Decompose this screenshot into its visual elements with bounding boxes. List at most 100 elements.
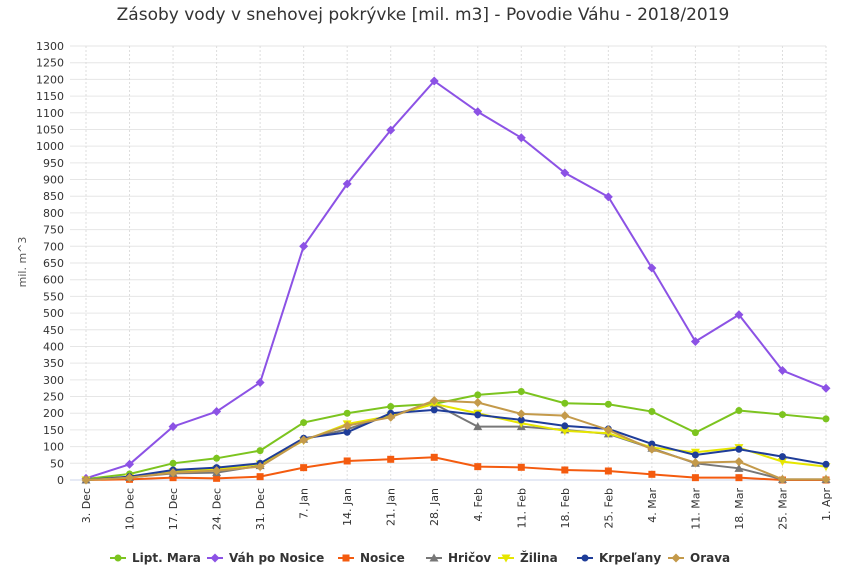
- legend-marker: [210, 553, 220, 563]
- data-point[interactable]: [256, 447, 264, 455]
- data-point[interactable]: [603, 425, 613, 435]
- data-point[interactable]: [517, 463, 525, 471]
- data-point[interactable]: [777, 458, 787, 467]
- data-point[interactable]: [429, 76, 439, 86]
- data-point[interactable]: [604, 467, 612, 475]
- legend-label: Orava: [690, 551, 730, 565]
- x-tick-label: 14. Jan: [341, 488, 354, 526]
- data-point[interactable]: [734, 463, 744, 472]
- data-point[interactable]: [125, 459, 135, 469]
- data-point[interactable]: [603, 192, 613, 202]
- data-point[interactable]: [734, 457, 744, 467]
- data-point[interactable]: [821, 474, 831, 484]
- data-point[interactable]: [648, 440, 656, 448]
- data-point[interactable]: [691, 429, 699, 437]
- legend: Lipt. Mara Váh po Nosice Nosice Hričov Žilin…: [110, 550, 730, 565]
- data-point[interactable]: [169, 459, 177, 467]
- data-point[interactable]: [299, 241, 309, 251]
- data-point[interactable]: [777, 365, 787, 375]
- data-point[interactable]: [212, 466, 222, 476]
- data-point[interactable]: [473, 398, 483, 408]
- data-point[interactable]: [473, 422, 483, 431]
- x-tick-label: 10. Dec: [124, 488, 137, 530]
- data-point[interactable]: [213, 474, 221, 482]
- data-point[interactable]: [560, 411, 570, 421]
- data-point[interactable]: [735, 474, 743, 482]
- data-point[interactable]: [517, 388, 525, 396]
- data-point[interactable]: [690, 336, 700, 346]
- data-point[interactable]: [647, 444, 657, 454]
- y-tick-label: 150: [43, 424, 64, 437]
- data-point[interactable]: [822, 415, 830, 423]
- y-tick-label: 100: [43, 441, 64, 454]
- data-point[interactable]: [386, 412, 396, 422]
- data-point[interactable]: [822, 460, 830, 468]
- data-point[interactable]: [474, 391, 482, 399]
- data-point[interactable]: [648, 470, 656, 478]
- data-point[interactable]: [386, 125, 396, 135]
- data-point[interactable]: [213, 454, 221, 462]
- data-point[interactable]: [168, 468, 178, 478]
- data-point[interactable]: [691, 474, 699, 482]
- data-point[interactable]: [560, 168, 570, 178]
- data-point[interactable]: [81, 475, 91, 485]
- legend-item[interactable]: Žilina: [498, 550, 558, 565]
- legend-item[interactable]: Orava: [668, 551, 730, 565]
- data-point[interactable]: [255, 462, 265, 472]
- data-point[interactable]: [430, 406, 438, 414]
- data-point[interactable]: [561, 466, 569, 474]
- data-point[interactable]: [473, 107, 483, 117]
- data-point[interactable]: [734, 310, 744, 320]
- data-point[interactable]: [343, 428, 351, 436]
- data-point[interactable]: [604, 400, 612, 408]
- data-point[interactable]: [561, 399, 569, 407]
- data-point[interactable]: [516, 409, 526, 419]
- legend-item[interactable]: Krpeľany: [577, 551, 661, 565]
- data-point[interactable]: [125, 473, 135, 483]
- data-point[interactable]: [516, 133, 526, 143]
- data-point[interactable]: [735, 407, 743, 415]
- data-point[interactable]: [342, 179, 352, 189]
- data-point[interactable]: [343, 409, 351, 417]
- data-point[interactable]: [343, 457, 351, 465]
- data-point[interactable]: [647, 263, 657, 273]
- legend-item[interactable]: Hričov: [426, 551, 491, 565]
- data-point[interactable]: [690, 458, 700, 468]
- data-point[interactable]: [778, 411, 786, 419]
- series-1: [81, 76, 831, 483]
- y-tick-label: 1150: [36, 90, 64, 103]
- data-point[interactable]: [256, 473, 264, 481]
- data-point[interactable]: [300, 419, 308, 427]
- data-point[interactable]: [777, 474, 787, 484]
- data-point[interactable]: [169, 474, 177, 482]
- data-point[interactable]: [430, 453, 438, 461]
- x-tick-label: 21. Jan: [385, 488, 398, 526]
- legend-item[interactable]: Váh po Nosice: [207, 551, 324, 565]
- data-point[interactable]: [561, 422, 569, 430]
- data-point[interactable]: [212, 407, 222, 417]
- data-point[interactable]: [691, 451, 699, 459]
- data-point[interactable]: [387, 455, 395, 463]
- data-point[interactable]: [735, 445, 743, 453]
- data-point[interactable]: [821, 383, 831, 393]
- series-lines: [81, 76, 831, 485]
- data-point[interactable]: [300, 464, 308, 472]
- data-point[interactable]: [474, 411, 482, 419]
- data-point[interactable]: [648, 408, 656, 416]
- legend-item[interactable]: Lipt. Mara: [110, 551, 201, 565]
- data-point[interactable]: [429, 396, 439, 406]
- data-point[interactable]: [778, 453, 786, 461]
- data-point[interactable]: [299, 435, 309, 445]
- data-point[interactable]: [342, 421, 352, 431]
- data-point[interactable]: [560, 427, 570, 436]
- legend-item[interactable]: Nosice: [338, 551, 405, 565]
- x-tick-label: 4. Feb: [472, 488, 485, 521]
- data-point[interactable]: [387, 403, 395, 411]
- y-tick-label: 900: [43, 174, 64, 187]
- data-point[interactable]: [255, 378, 265, 388]
- y-tick-label: 1050: [36, 123, 64, 136]
- data-point[interactable]: [517, 416, 525, 424]
- data-point[interactable]: [474, 463, 482, 471]
- y-tick-label: 600: [43, 274, 64, 287]
- data-point[interactable]: [168, 422, 178, 432]
